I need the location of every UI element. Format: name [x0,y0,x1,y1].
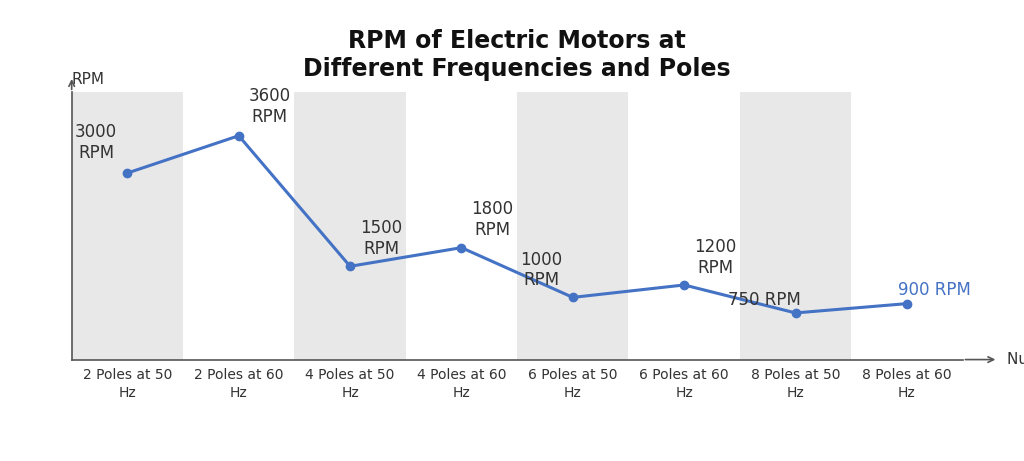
Text: RPM: RPM [72,72,104,87]
Text: 1000
RPM: 1000 RPM [520,250,562,290]
Bar [739,92,851,360]
Title: RPM of Electric Motors at
Different Frequencies and Poles: RPM of Electric Motors at Different Freq… [303,29,731,81]
Text: 900 RPM: 900 RPM [898,281,971,299]
Text: Number of Poles: Number of Poles [1007,352,1024,367]
Text: 1800
RPM: 1800 RPM [472,200,514,239]
Text: 1500
RPM: 1500 RPM [360,219,402,258]
Bar [517,92,629,360]
Text: 750 RPM: 750 RPM [728,290,801,308]
Text: 3000
RPM: 3000 RPM [75,123,117,162]
Text: 1200
RPM: 1200 RPM [694,238,736,277]
Bar [72,92,183,360]
Text: 3600
RPM: 3600 RPM [249,87,291,126]
Bar [295,92,406,360]
